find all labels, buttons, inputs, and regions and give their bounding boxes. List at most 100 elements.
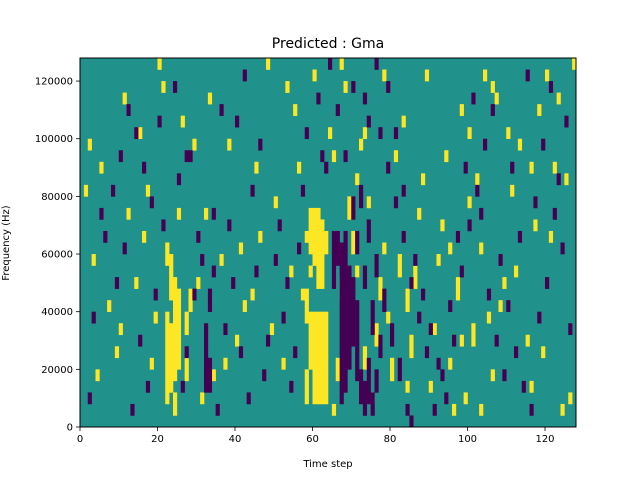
heatmap-cell-high [165,242,170,266]
heatmap-cell-low [436,357,441,370]
heatmap-cell-high [343,81,348,93]
heatmap-cell-high [91,254,96,266]
heatmap-cell-high [417,207,422,220]
heatmap-cell-high [490,369,495,382]
heatmap-cell-high [176,207,182,220]
heatmap-cell-low [351,81,356,93]
heatmap-cell-high [304,230,309,243]
heatmap-cell-low [448,300,453,312]
heatmap-cell-high [269,323,275,336]
heatmap-cell-high [362,127,368,140]
chart-title: Predicted : Gma [272,36,384,52]
heatmap-cell-high [95,369,100,382]
heatmap-cell-high [107,300,112,312]
heatmap-cell-high [401,115,406,128]
heatmap-cell-high [219,254,224,266]
heatmap-cell-low [475,184,480,197]
heatmap-cell-low [134,127,139,140]
heatmap-cell-low [529,403,534,416]
heatmap-cell-low [471,92,476,105]
heatmap-cell-high [250,288,255,301]
plot-area [79,57,577,428]
heatmap-cell-high [479,403,484,416]
heatmap-cell-low [149,196,154,209]
heatmap-cell-high [134,277,139,289]
heatmap-cell-low [502,369,507,382]
heatmap-cell-high [192,138,197,151]
heatmap-cell-low [184,150,189,163]
heatmap-cell-low [479,207,484,220]
heatmap-cell-high [142,230,147,243]
heatmap-cell-high [548,230,554,243]
heatmap-cell-low [157,115,162,128]
heatmap-cell-high [297,161,302,174]
heatmap-cell-low [277,219,282,232]
heatmap-cell-low [374,254,379,278]
heatmap-cell-low [401,184,406,197]
heatmap-cell-low [320,150,325,163]
x-tick-label: 20 [151,434,164,445]
heatmap-cell-high [355,173,360,186]
heatmap-cell-high [184,357,189,382]
heatmap-cell-low [142,161,147,174]
heatmap-cell-high [83,184,89,197]
heatmap-cell-high [525,334,530,347]
heatmap-cell-high [467,196,472,209]
heatmap-cell-high [308,207,313,255]
heatmap-cell-high [308,265,313,278]
heatmap-cell-low [242,69,247,82]
heatmap-cell-low [413,254,418,266]
heatmap-cell-high [312,311,317,405]
heatmap-cell-low [525,69,530,82]
heatmap-cell-high [87,138,92,151]
heatmap-cell-low [91,311,96,324]
heatmap-cell-high [506,127,511,140]
heatmap-cell-low [331,230,337,289]
heatmap-cell-high [378,277,383,301]
heatmap-cell-low [390,323,395,347]
heatmap-cell-high [316,207,321,289]
heatmap-cell-low [266,334,271,347]
heatmap-cell-high [145,184,151,197]
heatmap-cell-low [378,334,383,359]
heatmap-cell-low [459,265,464,278]
heatmap-cell-low [184,346,189,359]
heatmap-cell-high [242,300,247,312]
heatmap-cell-low [541,138,546,151]
heatmap-cell-low [297,242,302,255]
heatmap-cell-high [118,323,123,336]
heatmap-cell-low [366,357,371,405]
heatmap-cell-low [374,369,379,393]
heatmap-cell-high [545,69,550,82]
heatmap-cell-low [440,369,445,382]
heatmap-cell-low [285,277,290,289]
heatmap-cell-low [455,230,461,243]
heatmap-cell-high [169,323,174,393]
heatmap-cell-high [397,254,402,278]
heatmap-cell-high [99,161,104,174]
heatmap-cell-low [161,219,166,232]
heatmap-cells [83,58,577,428]
heatmap-cell-low [130,403,135,416]
heatmap-cell-low [556,173,561,186]
heatmap-cell-high [122,92,127,105]
heatmap-cell-low [335,104,340,116]
heatmap-cell-high [529,380,534,393]
heatmap-cell-low [401,230,406,243]
heatmap-cell-low [517,230,523,243]
heatmap-cell-low [138,334,143,347]
heatmap-cell-low [99,207,104,220]
heatmap-cell-high [184,311,189,336]
heatmap-cell-low [506,300,511,312]
heatmap-cell-high [207,92,213,105]
y-tick-label: 80000 [41,192,73,203]
heatmap-cell-high [188,288,193,312]
heatmap-cell-high [211,369,216,382]
heatmap-cell-low [262,369,267,382]
heatmap-cell-high [436,254,441,266]
heatmap-cell-high [138,127,143,140]
plot-frame [79,57,577,428]
heatmap-cell-high [285,81,290,93]
x-tick-label: 60 [306,434,319,445]
heatmap-cell-high [444,150,449,163]
